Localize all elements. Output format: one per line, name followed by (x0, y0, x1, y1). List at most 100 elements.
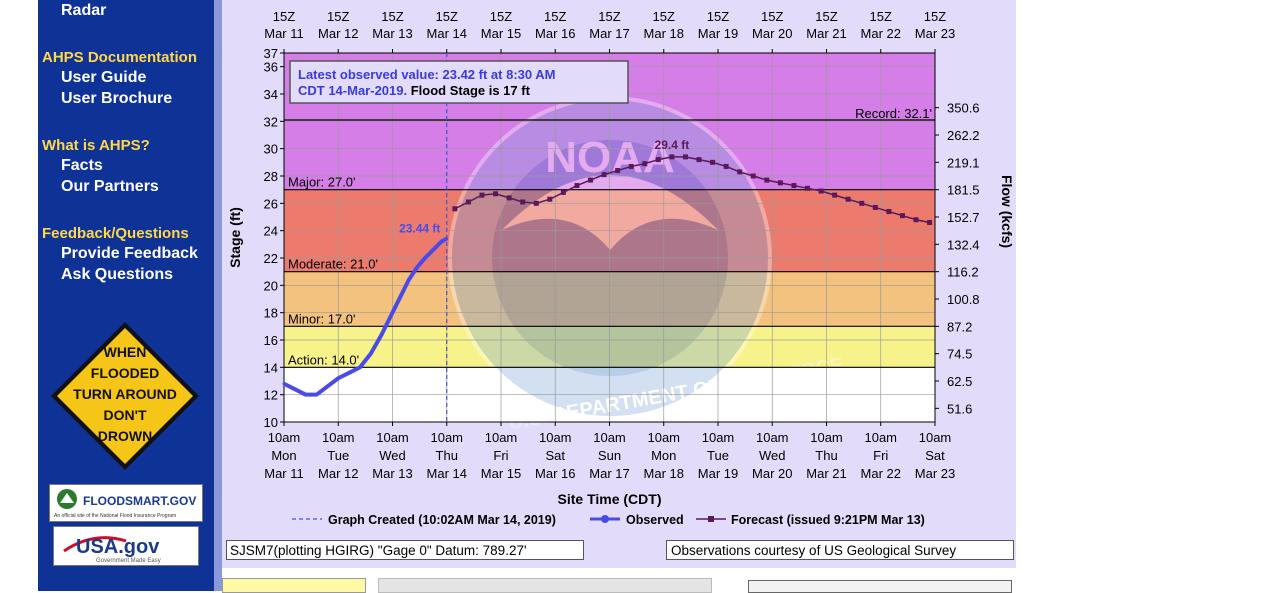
stage-tick-label-0: 10 (264, 415, 278, 430)
bottom-tick-time-1: 10am (322, 430, 355, 445)
sidebar-link-user-brochure[interactable]: User Brochure (61, 90, 173, 107)
top-tick-date-10: Mar 21 (806, 26, 846, 41)
forecast-point-21 (737, 169, 743, 175)
forecast-point-13 (628, 163, 634, 169)
stage-tick-label-4: 18 (264, 306, 278, 321)
forecast-point-17 (682, 154, 688, 160)
observed-latest-label: 23.44 ft (399, 222, 440, 236)
flow-tick-label-0: 51.6 (947, 401, 972, 416)
footer-area (222, 568, 1280, 593)
noaa-watermark-text: NOAA (545, 133, 675, 182)
sidebar-link-facts[interactable]: Facts (61, 157, 103, 174)
flow-tick-label-2: 74.5 (947, 347, 972, 362)
chart-legend: Graph Created (10:02AM Mar 14, 2019) Obse… (292, 513, 925, 527)
floodsmart-house-icon (60, 493, 74, 503)
stage-tick-label-12: 34 (264, 87, 278, 102)
flow-tick-label-10: 262.2 (947, 128, 980, 143)
forecast-point-6 (533, 200, 539, 206)
flow-axis-title: Flow (kcfs) (999, 175, 1015, 248)
sidebar-link-provide-feedback[interactable]: Provide Feedback (61, 245, 198, 262)
forecast-point-2 (479, 192, 485, 198)
top-tick-date-9: Mar 20 (752, 26, 792, 41)
flow-tick-label-1: 62.5 (947, 374, 972, 389)
usagov-logo[interactable]: USA.gov Government Made Easy (53, 526, 199, 566)
floodsmart-logo[interactable]: FLOODSMART.GOV An official site of the N… (49, 484, 203, 522)
forecast-point-5 (520, 199, 526, 205)
graph-type-select[interactable] (748, 580, 1012, 593)
forecast-point-15 (655, 157, 661, 163)
top-tick-time-11: 15Z (870, 9, 892, 24)
forecast-point-3 (493, 191, 499, 197)
forecast-point-10 (588, 177, 594, 183)
bottom-tick-date-8: Mar 19 (698, 466, 738, 481)
sidebar-link-user-guide[interactable]: User Guide (61, 69, 147, 86)
stage-tick-label-10: 30 (264, 142, 278, 157)
stage-tick-label-6: 22 (264, 251, 278, 266)
forecast-point-11 (601, 172, 607, 178)
bottom-tick-time-3: 10am (430, 430, 463, 445)
forecast-point-8 (560, 189, 566, 195)
bottom-tick-date-4: Mar 15 (481, 466, 521, 481)
flood-level-label-3: Major: 27.0' (288, 175, 356, 190)
observed-point-13 (415, 266, 419, 270)
bottom-tick-time-12: 10am (919, 430, 952, 445)
record-stage-label: Record: 32.1' (855, 106, 932, 121)
sidebar-heading-what-is-ahps: What is AHPS? (42, 137, 150, 154)
bottom-tick-time-4: 10am (485, 430, 518, 445)
stage-tick-label-11: 32 (264, 114, 278, 129)
flow-tick-label-9: 219.1 (947, 155, 980, 170)
sidebar-heading-ahps-documentation: AHPS Documentation (42, 49, 198, 66)
gage-datum-info: SJSM7(plotting HGIRG) "Gage 0" Datum: 78… (226, 540, 584, 560)
stage-tick-label-13: 36 (264, 60, 278, 75)
warning-line-5: DROWN (98, 428, 152, 444)
turn-around-dont-drown-sign[interactable]: WHEN FLOODED TURN AROUND DON'T DROWN (49, 320, 201, 472)
observed-series-line (283, 236, 448, 397)
observed-point-1 (293, 387, 297, 391)
left-margin (0, 0, 38, 591)
bottom-tick-time-6: 10am (593, 430, 626, 445)
forecast-point-31 (872, 204, 878, 210)
sidebar-link-ask-questions[interactable]: Ask Questions (61, 266, 174, 283)
flow-tick-label-7: 152.7 (947, 210, 980, 225)
bottom-tick-day-12: Sat (925, 448, 945, 463)
bottom-tick-date-5: Mar 16 (535, 466, 575, 481)
stage-tick-label-1: 12 (264, 388, 278, 403)
forecast-point-16 (669, 154, 675, 160)
warning-line-2: FLOODED (91, 365, 159, 381)
stage-tick-label-3: 16 (264, 333, 278, 348)
top-tick-time-6: 15Z (598, 9, 620, 24)
time-axis-title: Site Time (CDT) (558, 491, 662, 507)
bottom-tick-day-4: Fri (493, 448, 508, 463)
top-tick-date-2: Mar 13 (372, 26, 412, 41)
top-tick-time-1: 15Z (327, 9, 349, 24)
annotation-line-1: Latest observed value: 23.42 ft at 8:30 … (298, 67, 555, 82)
forecast-peak-label: 29.4 ft (655, 138, 690, 152)
usagov-subtext: Government Made Easy (96, 558, 161, 564)
bottom-tick-date-3: Mar 14 (427, 466, 467, 481)
top-tick-time-12: 15Z (924, 9, 946, 24)
bottom-tick-day-5: Sat (545, 448, 565, 463)
forecast-point-4 (506, 195, 512, 201)
legend-observed-marker (601, 515, 609, 523)
bottom-tick-day-0: Mon (271, 448, 296, 463)
bottom-tick-date-0: Mar 11 (264, 466, 304, 481)
top-tick-time-7: 15Z (653, 9, 675, 24)
forecast-point-33 (899, 213, 905, 219)
top-tick-time-8: 15Z (707, 9, 729, 24)
top-tick-time-9: 15Z (761, 9, 783, 24)
top-tick-date-12: Mar 23 (915, 26, 955, 41)
sidebar-link-radar[interactable]: Radar (61, 2, 107, 19)
bottom-tick-date-11: Mar 22 (861, 466, 901, 481)
sidebar-link-our-partners[interactable]: Our Partners (61, 178, 159, 195)
top-tick-date-3: Mar 14 (427, 26, 467, 41)
forecast-point-32 (886, 209, 892, 215)
flow-tick-label-4: 100.8 (947, 292, 980, 307)
top-tick-date-8: Mar 19 (698, 26, 738, 41)
top-tick-date-1: Mar 12 (318, 26, 358, 41)
stage-tick-label-8: 26 (264, 196, 278, 211)
annotation-box (289, 60, 629, 104)
observed-point-17 (445, 237, 449, 241)
bottom-tick-time-2: 10am (376, 430, 409, 445)
observed-point-7 (358, 365, 362, 369)
top-tick-date-6: Mar 17 (589, 26, 629, 41)
